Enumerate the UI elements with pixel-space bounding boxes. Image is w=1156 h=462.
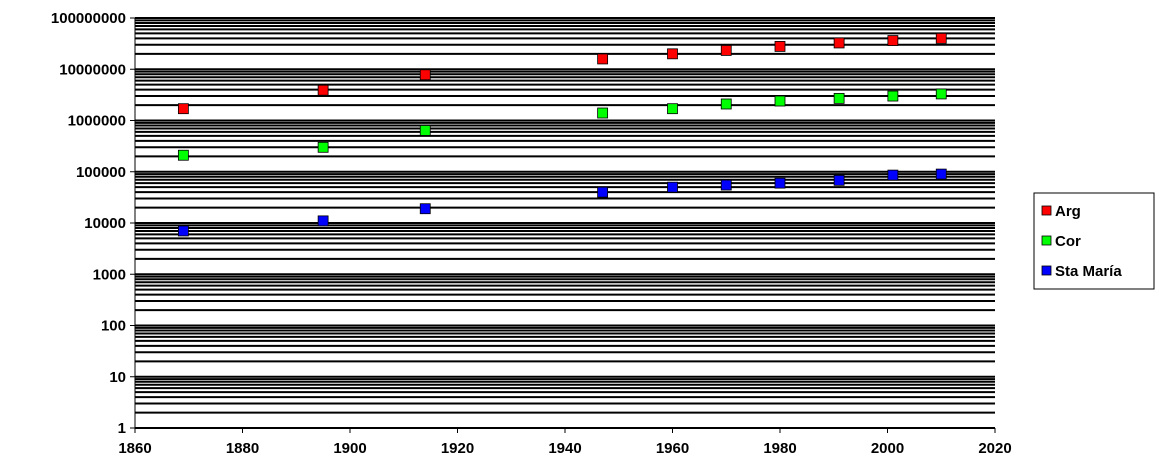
legend-label: Sta María xyxy=(1055,263,1122,280)
legend-swatch xyxy=(1041,265,1052,276)
axes xyxy=(130,17,996,433)
data-point-1 xyxy=(935,32,947,44)
y-tick-label: 1000000 xyxy=(68,113,126,130)
legend-swatch xyxy=(1041,205,1052,216)
data-point-2 xyxy=(419,125,431,136)
y-tick-label: 100000000 xyxy=(51,10,126,27)
data-point-3 xyxy=(419,203,431,215)
data-point-3 xyxy=(597,186,609,198)
legend-swatch xyxy=(1041,235,1052,246)
grid-lines xyxy=(135,17,995,429)
data-point-3 xyxy=(667,181,678,193)
data-point-1 xyxy=(597,53,609,65)
data-point-1 xyxy=(667,48,678,60)
data-point-1 xyxy=(419,69,431,81)
x-tick-label: 1880 xyxy=(226,440,259,457)
y-tick-label: 100000 xyxy=(76,164,126,181)
data-point-2 xyxy=(887,90,899,102)
data-point-2 xyxy=(597,107,609,119)
data-point-2 xyxy=(720,98,732,110)
legend-box xyxy=(1033,192,1155,290)
data-point-3 xyxy=(887,169,899,181)
data-point-3 xyxy=(317,215,329,227)
legend-label: Arg xyxy=(1055,203,1081,220)
y-tick-labels: 1 10 100 1000 10000 100000 1000000 10000000 1000… xyxy=(51,10,126,437)
y-tick-label: 10000 xyxy=(84,215,126,232)
data-point-1 xyxy=(317,84,329,96)
data-point-3 xyxy=(177,225,189,237)
data-point-3 xyxy=(720,179,732,191)
data-point-3 xyxy=(774,177,786,189)
data-point-2 xyxy=(177,149,189,161)
data-point-2 xyxy=(667,103,678,115)
legend-label: Cor xyxy=(1055,233,1081,250)
data-points xyxy=(177,32,947,237)
x-tick-label: 1940 xyxy=(548,440,581,457)
legend: Arg Cor Sta María xyxy=(1033,192,1155,290)
x-tick-labels: 1860 1880 1900 1920 1940 1960 1980 2000 2020 xyxy=(118,440,1011,457)
x-tick-label: 1860 xyxy=(118,440,151,457)
data-point-2 xyxy=(833,92,845,104)
y-tick-label: 100 xyxy=(101,318,126,335)
data-point-3 xyxy=(935,168,947,180)
y-tick-label: 10 xyxy=(109,369,126,386)
x-tick-label: 1900 xyxy=(333,440,366,457)
y-tick-label: 10000000 xyxy=(59,61,126,78)
data-point-3 xyxy=(833,174,845,186)
data-point-1 xyxy=(177,103,189,115)
x-tick-label: 2020 xyxy=(978,440,1011,457)
data-point-1 xyxy=(774,41,786,52)
data-point-1 xyxy=(887,35,899,46)
x-tick-label: 1960 xyxy=(656,440,689,457)
y-tick-label: 1 xyxy=(118,420,126,437)
data-point-1 xyxy=(833,37,845,49)
data-point-2 xyxy=(774,95,786,107)
x-tick-label: 2000 xyxy=(871,440,904,457)
x-tick-label: 1920 xyxy=(441,440,474,457)
y-tick-label: 1000 xyxy=(93,266,126,283)
x-tick-label: 1980 xyxy=(763,440,796,457)
data-point-2 xyxy=(935,88,947,100)
data-point-2 xyxy=(317,141,329,153)
data-point-1 xyxy=(720,45,732,56)
